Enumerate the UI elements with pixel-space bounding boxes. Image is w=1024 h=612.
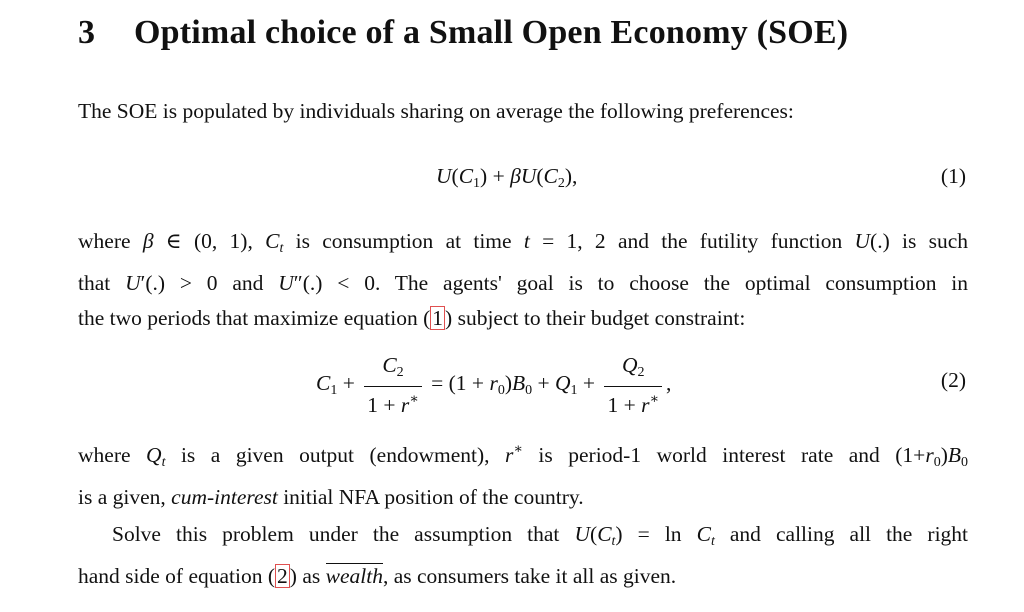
para2-line-3: the two periods that maximize equation (…: [78, 301, 968, 336]
equation-2: C1 + C2 1 + r∗ = (1 + r0)B0 + Q1 + Q2 1 …: [316, 352, 671, 418]
intro-text: The SOE is populated by individuals shar…: [78, 94, 968, 129]
para2-line-1: where β ∈ (0, 1), Ct is consumption at t…: [78, 224, 968, 266]
para4-line-1: Solve this problem under the assumption …: [78, 517, 968, 559]
wealth-term: wealth: [326, 563, 383, 588]
equation-1: U(C1) + βU(C2),: [436, 164, 577, 192]
task-paragraph: Solve this problem under the assumption …: [78, 517, 968, 594]
fraction-c2: C2 1 + r∗: [364, 352, 422, 418]
section-heading: 3Optimal choice of a Small Open Economy …: [78, 14, 848, 52]
equation-ref-1-link[interactable]: 1: [430, 306, 445, 330]
fraction-q2: Q2 1 + r∗: [604, 352, 662, 418]
section-title: Optimal choice of a Small Open Economy (…: [134, 14, 848, 51]
para3-line-2: is a given, cum-interest initial NFA pos…: [78, 480, 968, 515]
para2-line-2: that U′(.) > 0 and U″(.) < 0. The agents…: [78, 266, 968, 301]
definition-paragraph: where β ∈ (0, 1), Ct is consumption at t…: [78, 224, 968, 336]
para3-line-1: where Qt is a given output (endowment), …: [78, 432, 968, 480]
equation-ref-2-link[interactable]: 2: [275, 564, 290, 588]
equation-1-number: (1): [941, 164, 966, 189]
intro-paragraph: The SOE is populated by individuals shar…: [78, 94, 968, 129]
para4-line-2: hand side of equation (2) as wealth, as …: [78, 559, 968, 594]
equation-2-number: (2): [941, 368, 966, 393]
section-number: 3: [78, 14, 134, 52]
output-paragraph: where Qt is a given output (endowment), …: [78, 432, 968, 515]
